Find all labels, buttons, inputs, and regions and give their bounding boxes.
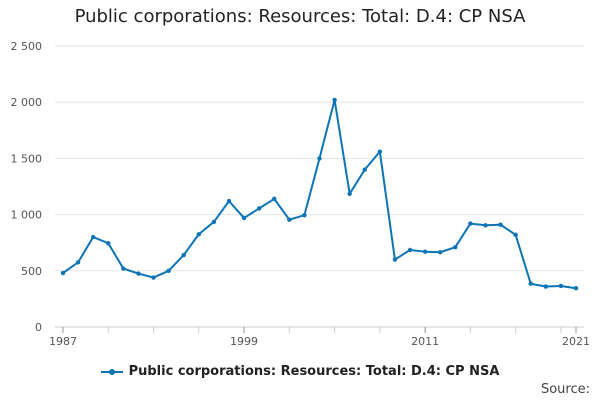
data-point[interactable] [241,215,247,221]
data-point[interactable] [287,217,292,222]
data-point[interactable] [136,271,141,276]
data-point[interactable] [75,260,81,265]
data-point[interactable] [558,283,564,289]
data-point[interactable] [528,281,533,286]
data-point[interactable] [513,232,518,238]
data-point[interactable] [121,266,126,271]
y-tick-label: 2 500 [11,40,43,53]
y-tick-label: 1 000 [11,209,43,222]
data-point[interactable] [166,268,171,273]
data-point[interactable] [317,156,322,161]
data-point[interactable] [498,222,503,227]
source-label: Source: [540,382,590,397]
data-point[interactable] [573,286,579,291]
chart-title: Public corporations: Resources: Total: D… [74,6,526,27]
data-point[interactable] [543,284,549,289]
x-tick-label: 2011 [411,335,439,348]
y-tick-label: 2 000 [11,96,43,109]
data-point[interactable] [483,223,488,228]
y-tick-label: 1 500 [11,152,43,165]
data-point[interactable] [90,234,96,240]
data-point[interactable] [60,270,66,276]
data-point[interactable] [226,198,232,204]
data-point[interactable] [211,219,217,225]
y-tick-label: 0 [35,321,42,334]
data-point[interactable] [302,212,307,218]
legend: Public corporations: Resources: Total: D… [0,364,600,379]
x-tick-label: 1987 [49,335,77,348]
y-tick-label: 500 [21,265,42,278]
data-point[interactable] [151,275,156,280]
data-point[interactable] [362,167,367,172]
data-point[interactable] [407,247,413,253]
data-point[interactable] [256,206,262,211]
data-point[interactable] [392,257,398,262]
data-point[interactable] [438,250,443,255]
data-point[interactable] [377,149,383,154]
x-tick-label: 1999 [230,335,258,348]
data-point[interactable] [196,232,201,237]
data-point[interactable] [422,249,428,254]
legend-swatch [100,368,123,375]
series-line [62,98,577,290]
data-point[interactable] [453,244,458,250]
legend-label: Public corporations: Resources: Total: D… [128,364,500,379]
x-tick-label: 2021 [562,335,590,348]
data-point[interactable] [468,221,473,226]
data-point[interactable] [332,97,337,103]
data-point[interactable] [181,252,186,258]
data-point[interactable] [106,241,111,246]
data-point[interactable] [347,191,352,197]
data-point[interactable] [272,196,277,202]
